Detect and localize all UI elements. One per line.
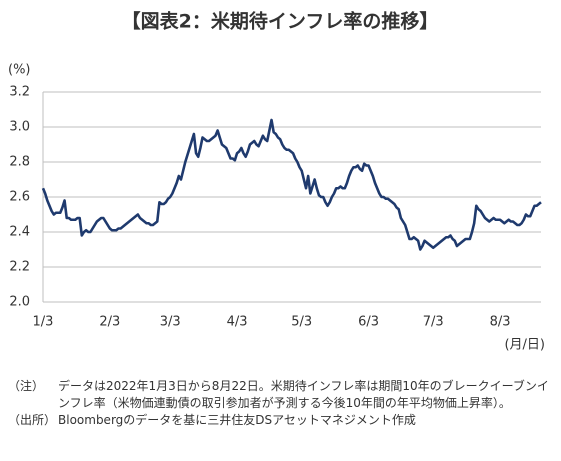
- x-axis-label: (月/日): [504, 338, 545, 353]
- x-tick-label: 3/3: [160, 315, 181, 330]
- y-tick-label: 3.2: [9, 85, 30, 100]
- note-label: （出所）: [8, 413, 57, 427]
- note-row: （出所） Bloombergのデータを基に三井住友DSアセットマネジメント作成: [8, 412, 553, 429]
- y-tick-label: 2.4: [9, 225, 30, 240]
- x-tick-label: 2/3: [99, 315, 120, 330]
- x-tick-label: 6/3: [358, 315, 379, 330]
- data-line: [41, 118, 542, 251]
- note-text: Bloombergのデータを基に三井住友DSアセットマネジメント作成: [58, 413, 416, 427]
- y-tick-label: 2.8: [9, 155, 30, 170]
- x-tick-label: 5/3: [291, 315, 312, 330]
- note-row: （注） データは2022年1月3日から8月22日。米期待インフレ率は期間10年のブ…: [8, 378, 553, 412]
- note-text: データは2022年1月3日から8月22日。米期待インフレ率は期間10年のブレーク…: [58, 379, 549, 410]
- y-tick-label: 2.0: [9, 295, 30, 310]
- x-tick-label: 1/3: [33, 315, 54, 330]
- x-tick-label: 4/3: [227, 315, 248, 330]
- y-tick-label: 3.0: [9, 120, 30, 135]
- notes: （注） データは2022年1月3日から8月22日。米期待インフレ率は期間10年のブ…: [8, 378, 553, 429]
- chart-title: 【図表2：米期待インフレ率の推移】: [122, 10, 439, 33]
- y-tick-label: 2.2: [9, 260, 30, 275]
- x-tick-label: 7/3: [423, 315, 444, 330]
- x-tick-label: 8/3: [490, 315, 511, 330]
- y-tick-label: 2.6: [9, 190, 30, 205]
- note-label: （注）: [8, 379, 45, 393]
- chart: 【図表2：米期待インフレ率の推移】 (%) (月/日) 2.0 2.2 2.4 2.6…: [8, 10, 545, 353]
- y-axis-label: (%): [8, 63, 31, 78]
